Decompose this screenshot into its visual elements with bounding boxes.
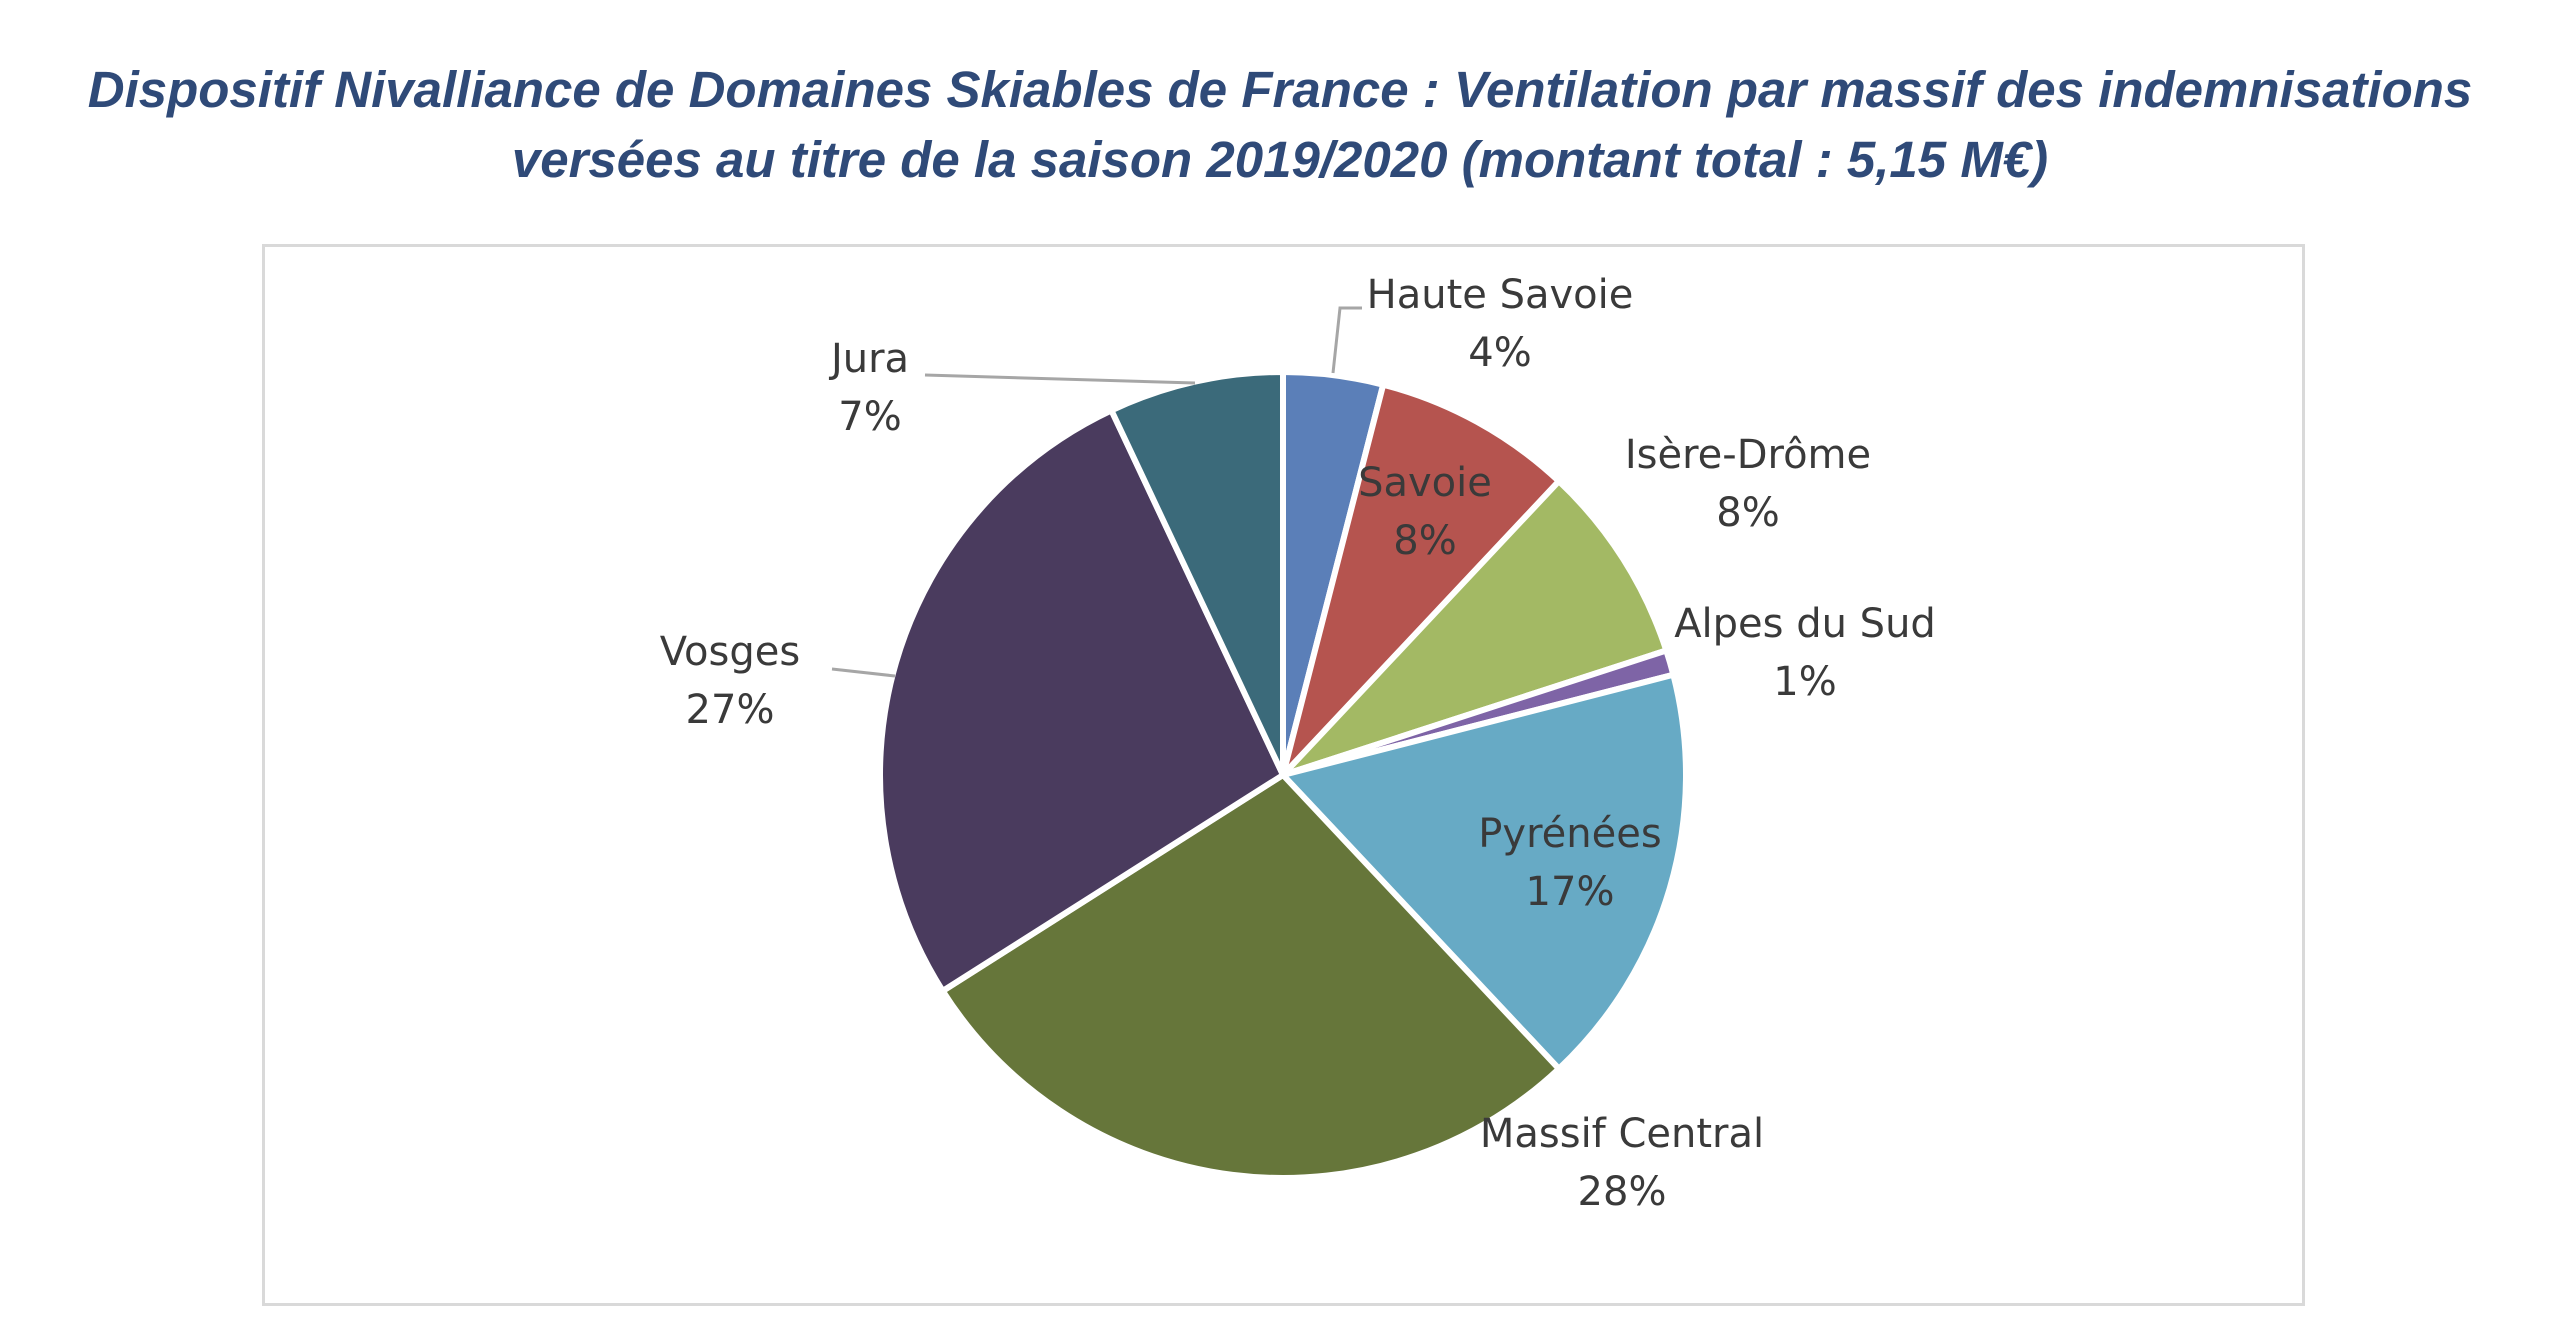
slice-label-alpes-du-sud: Alpes du Sud — [1674, 601, 1936, 647]
slice-value-vosges: 27% — [686, 687, 775, 733]
slice-label-jura: Jura — [828, 336, 909, 382]
slice-value-jura: 7% — [838, 394, 901, 440]
pie-slice-jura — [1108, 369, 1286, 778]
chart-title: Dispositif Nivalliance de Domaines Skiab… — [0, 55, 2560, 195]
leader-line-jura — [924, 373, 1196, 385]
pie-slice-vosges — [877, 407, 1286, 994]
chart-title-line-2: versées au titre de la saison 2019/2020 … — [511, 131, 2049, 188]
slice-label-savoie: Savoie — [1358, 460, 1492, 506]
chart-title-line-1: Dispositif Nivalliance de Domaines Skiab… — [87, 61, 2473, 118]
slice-label-vosges: Vosges — [660, 629, 800, 675]
pie-slices — [877, 369, 1689, 1181]
pie-slice-pyrenees — [1280, 671, 1689, 1072]
pie-slice-isere-drome — [1280, 478, 1670, 778]
pie-slice-savoie — [1280, 381, 1562, 778]
slice-value-pyrenees: 17% — [1526, 869, 1615, 915]
leader-lines — [831, 306, 1362, 678]
pie-slice-massif-central — [939, 772, 1562, 1181]
leader-line-haute-savoie — [1331, 306, 1362, 374]
slice-value-alpes-du-sud: 1% — [1773, 659, 1836, 705]
slice-label-isere-drome: Isère-Drôme — [1625, 432, 1871, 478]
slice-value-isere-drome: 8% — [1716, 490, 1779, 536]
slice-labels: Haute Savoie 4% Savoie 8% Isère-Drôme 8% Alpes… — [660, 272, 1936, 1215]
slice-label-massif-central: Massif Central — [1480, 1111, 1764, 1157]
slice-label-haute-savoie: Haute Savoie — [1367, 272, 1634, 318]
slice-value-savoie: 8% — [1393, 518, 1456, 564]
slice-value-haute-savoie: 4% — [1468, 330, 1531, 376]
leader-line-vosges — [831, 667, 896, 678]
slice-value-massif-central: 28% — [1578, 1169, 1667, 1215]
slice-label-pyrenees: Pyrénées — [1478, 811, 1661, 857]
